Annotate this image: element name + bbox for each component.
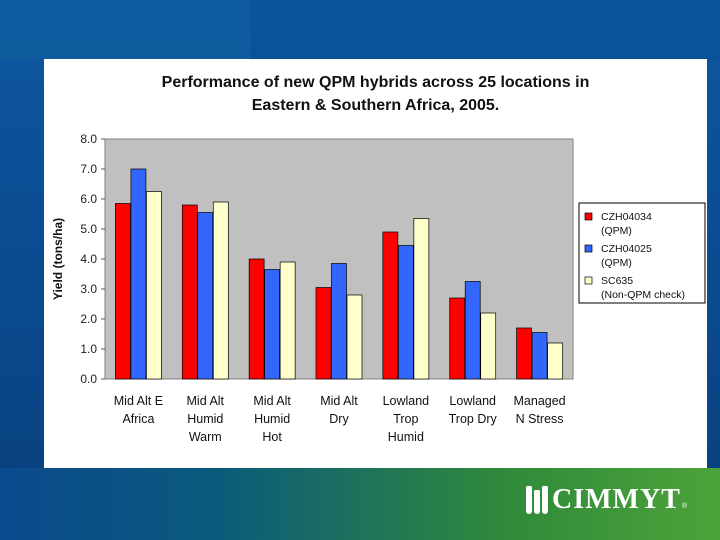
bar: [115, 203, 131, 380]
y-axis-label: Yield (tons/ha): [51, 218, 65, 300]
bar-chart: 0.0 1.0 2.0 3.0 4.0 5.0 6.0 7.0 8.0 Yield (tons/h…: [51, 132, 706, 444]
x-tick-label: Mid Alt E: [114, 394, 163, 408]
bar: [346, 294, 363, 380]
bar: [130, 168, 147, 380]
y-tick-label: 6.0: [80, 192, 97, 206]
cimmyt-logo-mark-icon: [526, 486, 548, 514]
bar: [279, 261, 296, 380]
x-tick-label: Mid Alt: [253, 394, 291, 408]
bar: [331, 263, 347, 380]
x-tick-label: Africa: [122, 412, 154, 426]
x-tick-label: N Stress: [516, 412, 564, 426]
bar: [449, 297, 466, 380]
x-tick-label: Mid Alt: [320, 394, 358, 408]
x-tick-label: Lowland: [383, 394, 430, 408]
bar: [197, 212, 214, 380]
y-tick-label: 8.0: [80, 132, 97, 146]
legend-swatch: [584, 244, 593, 253]
background-panel-right: [250, 0, 720, 60]
bar: [547, 342, 563, 380]
x-tick-label: Trop Dry: [449, 412, 498, 426]
legend-label: (QPM): [601, 257, 632, 269]
bar: [315, 287, 332, 380]
chart-title-line-2: Eastern & Southern Africa, 2005.: [251, 97, 500, 114]
bar: [181, 204, 198, 380]
bar: [212, 201, 229, 380]
x-tick-label: Trop: [393, 412, 418, 426]
background-panel: [0, 0, 250, 60]
legend-label: (Non-QPM check): [601, 289, 685, 301]
y-tick-label: 2.0: [80, 312, 97, 326]
bar: [146, 191, 162, 380]
y-tick-label: 5.0: [80, 222, 97, 236]
logo-text: CIMMYT: [552, 484, 681, 515]
legend-swatch: [584, 212, 593, 221]
y-tick-label: 4.0: [80, 252, 97, 266]
y-tick-label: 3.0: [80, 282, 97, 296]
legend-label: CZH04034: [601, 211, 652, 223]
bar: [531, 332, 548, 380]
bar: [398, 245, 414, 380]
legend-label: CZH04025: [601, 243, 652, 255]
y-tick-label: 0.0: [80, 372, 97, 386]
bar: [413, 218, 430, 380]
bar: [516, 327, 532, 380]
x-tick-label: Humid: [254, 412, 290, 426]
legend-box: [578, 202, 706, 304]
legend-label: SC635: [601, 275, 633, 287]
logo-trademark: ®: [681, 503, 688, 510]
x-tick-label: Mid Alt: [187, 394, 225, 408]
x-tick-label: Warm: [189, 430, 222, 444]
x-tick-label: Humid: [388, 430, 424, 444]
x-tick-label: Humid: [187, 412, 223, 426]
x-tick-label: Dry: [329, 412, 349, 426]
bar: [248, 258, 265, 380]
bar: [464, 281, 481, 380]
cimmyt-logo: CIMMYT ®: [526, 484, 687, 516]
y-tick-label: 7.0: [80, 162, 97, 176]
legend-label: (QPM): [601, 225, 632, 237]
bar: [382, 231, 399, 380]
footer-band: [0, 468, 720, 540]
bar: [480, 312, 497, 380]
x-tick-label: Managed: [514, 394, 566, 408]
bar: [264, 269, 280, 380]
chart-title-line-1: Performance of new QPM hybrids across 25…: [161, 74, 590, 91]
x-tick-label: Lowland: [449, 394, 496, 408]
legend-swatch: [584, 276, 593, 285]
y-tick-label: 1.0: [80, 342, 97, 356]
x-tick-label: Hot: [262, 430, 282, 444]
